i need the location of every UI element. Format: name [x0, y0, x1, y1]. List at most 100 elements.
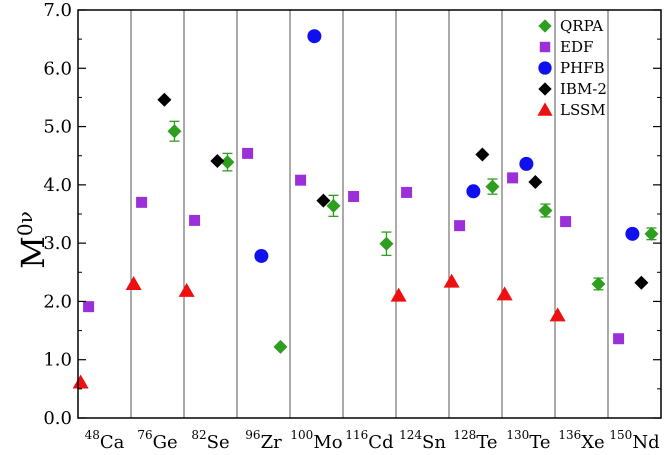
x-tick-label: 100Mo [290, 428, 342, 453]
point-edf [83, 301, 95, 313]
legend-label-edf: EDF [560, 38, 593, 56]
category-separators [130, 10, 609, 418]
x-tick-label-element: Te [476, 432, 497, 453]
x-tick-label-element: Sn [422, 432, 446, 453]
point-lssm [549, 307, 566, 322]
point-qrpa [485, 179, 500, 194]
point-edf [242, 147, 254, 159]
x-tick-label-element: Xe [581, 432, 604, 453]
x-tick-label-element: Te [529, 432, 550, 453]
point-phfb [254, 248, 269, 263]
point-edf [613, 333, 625, 345]
x-tick-label-mass: 136 [558, 428, 581, 442]
x-axis-labels: 48Ca 76Ge 82Se 96Zr 100Mo 116Cd 124Sn 128Te 130T… [85, 428, 660, 453]
x-tick-label: 124Sn [399, 428, 446, 453]
legend-marker-phfb [538, 61, 552, 75]
x-tick-label-mass: 96 [245, 428, 260, 442]
x-tick-label-element: Cd [368, 432, 393, 453]
legend-marker-edf [539, 41, 551, 53]
legend-marker-lssm [537, 102, 553, 116]
legend-label-phfb: PHFB [560, 59, 605, 77]
x-tick-label-element: Zr [261, 432, 283, 453]
legend-label-ibm-2: IBM-2 [560, 80, 607, 98]
point-qrpa [379, 236, 394, 251]
y-axis-label-base: M [14, 236, 52, 269]
point-edf [401, 186, 413, 198]
point-edf [136, 196, 148, 208]
x-tick-label-element: Nd [632, 432, 659, 453]
point-lssm [443, 273, 460, 288]
legend-marker-qrpa [538, 19, 552, 33]
legend-marker-ibm-2 [538, 82, 552, 96]
x-tick-label: 150Nd [609, 428, 659, 453]
x-tick-label: 82Se [191, 428, 229, 453]
x-tick-label-element: Ca [100, 432, 125, 453]
x-tick-label-mass: 130 [506, 428, 529, 442]
point-qrpa [273, 339, 288, 354]
point-edf [348, 191, 360, 203]
x-tick-label-element: Ge [153, 432, 178, 453]
point-edf [560, 216, 572, 228]
y-tick-label: 5.0 [43, 117, 72, 138]
x-tick-label: 116Cd [345, 428, 393, 453]
point-ibm-2 [210, 153, 225, 168]
data-points [72, 29, 659, 389]
y-axis-ticks: 0.0 1.0 2.0 3.0 4.0 5.0 6.0 7.0 [43, 0, 661, 429]
x-tick-label: 48Ca [85, 428, 125, 453]
point-qrpa [167, 124, 182, 139]
x-tick-label-mass: 82 [191, 428, 206, 442]
x-tick-label-mass: 150 [609, 428, 632, 442]
x-tick-label-element: Se [207, 432, 230, 453]
point-edf [295, 174, 307, 186]
point-ibm-2 [634, 275, 649, 290]
x-tick-label-mass: 76 [137, 428, 152, 442]
x-tick-label-mass: 116 [345, 428, 368, 442]
point-lssm [390, 287, 407, 302]
point-qrpa [591, 276, 606, 291]
y-axis-label: M0ν [13, 211, 52, 269]
y-tick-label: 3.0 [43, 233, 72, 254]
y-tick-label: 7.0 [43, 0, 72, 21]
point-lssm [72, 374, 89, 389]
point-ibm-2 [157, 92, 172, 107]
y-tick-label: 2.0 [43, 291, 72, 312]
x-tick-label: 130Te [506, 428, 550, 453]
y-tick-label: 1.0 [43, 350, 72, 371]
point-lssm [125, 275, 142, 290]
y-tick-label: 4.0 [43, 175, 72, 196]
legend-label-qrpa: QRPA [560, 17, 603, 35]
point-lssm [178, 282, 195, 297]
point-phfb [307, 29, 322, 44]
x-tick-label: 96Zr [245, 428, 282, 453]
error-bars [169, 120, 657, 291]
svg-text:M0ν: M0ν [13, 211, 52, 269]
legend: QRPA EDF PHFB IBM-2 LSSM [537, 17, 607, 119]
point-phfb [519, 156, 534, 171]
x-tick-label-mass: 48 [85, 428, 100, 442]
point-ibm-2 [528, 174, 543, 189]
x-tick-label: 128Te [453, 428, 497, 453]
x-tick-label-mass: 100 [290, 428, 313, 442]
y-tick-label: 0.0 [43, 408, 72, 429]
point-phfb [625, 226, 640, 241]
point-edf [454, 220, 466, 232]
point-edf [189, 214, 201, 226]
x-tick-label-element: Mo [313, 432, 342, 453]
point-ibm-2 [316, 193, 331, 208]
point-edf [507, 172, 519, 184]
point-qrpa [538, 203, 553, 218]
y-axis-label-sup: 0ν [13, 211, 37, 236]
point-phfb [466, 184, 481, 199]
point-lssm [496, 286, 513, 301]
point-ibm-2 [475, 147, 490, 162]
x-tick-label: 136Xe [558, 428, 604, 453]
point-qrpa [326, 198, 341, 213]
x-tick-label-mass: 128 [453, 428, 476, 442]
point-qrpa [644, 226, 659, 241]
legend-label-lssm: LSSM [560, 101, 606, 119]
point-qrpa [220, 155, 235, 170]
x-tick-label-mass: 124 [399, 428, 422, 442]
x-tick-label: 76Ge [137, 428, 177, 453]
y-tick-label: 6.0 [43, 58, 72, 79]
